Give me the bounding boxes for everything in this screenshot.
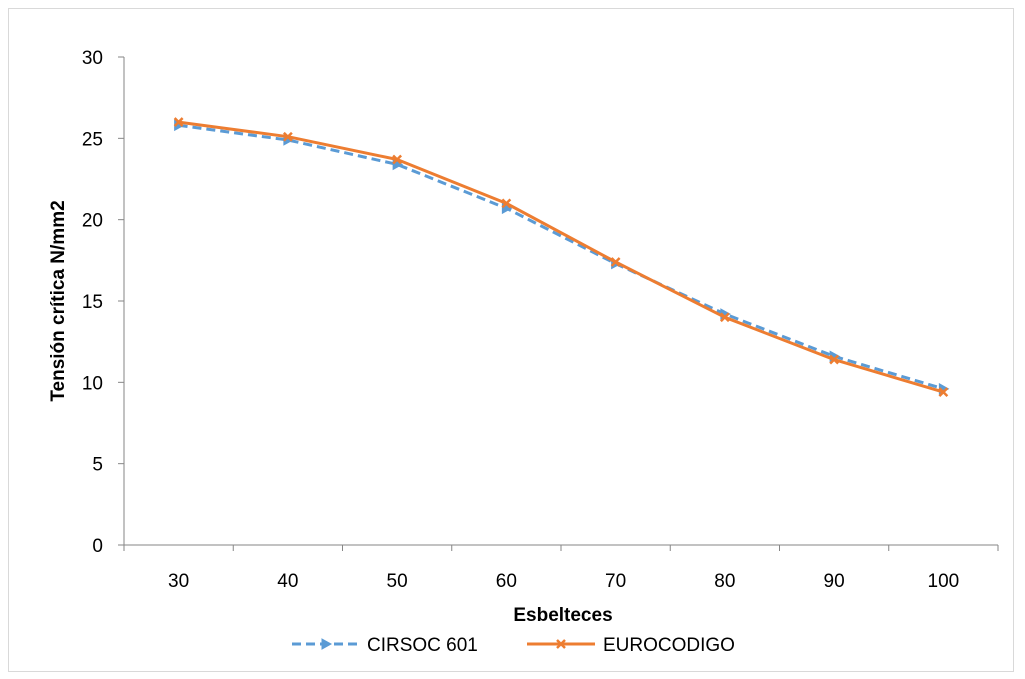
data-point-x [501,198,512,209]
series-line [178,123,944,391]
x-tick-label: 30 [168,571,189,592]
y-axis-title: Tensión crítica N/mm2 [48,200,69,401]
marker-stroke [719,312,730,323]
x-tick-label: 100 [928,571,960,592]
x-tick-label: 50 [387,571,408,592]
x-axis-title: Esbelteces [513,605,612,626]
marker-stroke [282,131,293,142]
legend-label: EUROCODIGO [603,635,735,656]
marker-stroke [829,354,840,365]
marker-stroke [501,198,512,209]
marker-stroke [556,639,566,649]
data-point-x [282,131,293,142]
data-point-x [556,639,566,649]
x-tick-label: 70 [605,571,626,592]
y-tick-label: 5 [92,455,103,476]
y-tick-label: 25 [82,129,103,150]
marker-stroke [173,117,184,127]
data-point-x [829,354,840,365]
marker-stroke [610,257,621,267]
y-axis: 0 5 10 15 20 25 30 [82,48,125,557]
data-point-x [938,387,949,397]
legend-label: CIRSOC 601 [367,635,478,656]
data-point-triangle [321,638,333,650]
y-tick-label: 0 [92,536,103,557]
marker-stroke [392,154,403,165]
legend-item-eurocodigo: EUROCODIGO [527,635,735,656]
series-eurocodigo [173,117,949,397]
x-tick-label: 80 [714,571,735,592]
series-line [178,120,944,394]
x-tick-label: 90 [824,571,845,592]
data-point-x [610,257,621,267]
data-point-x [719,312,730,323]
x-tick-label: 40 [277,571,298,592]
y-tick-label: 20 [82,211,103,232]
series-cirsoc-601 [174,119,950,395]
y-tick-label: 30 [82,48,103,69]
legend: CIRSOC 601 EUROCODIGO [292,635,735,656]
series-layer [173,117,950,397]
y-tick-label: 15 [82,292,103,313]
data-point-x [173,117,184,127]
data-point-x [392,154,403,165]
legend-item-cirsoc-601: CIRSOC 601 [292,635,478,656]
marker-stroke [938,387,949,397]
x-tick-label: 60 [496,571,517,592]
x-axis: 30 40 50 60 70 80 90 100 [123,544,999,592]
y-tick-label: 10 [82,373,103,394]
